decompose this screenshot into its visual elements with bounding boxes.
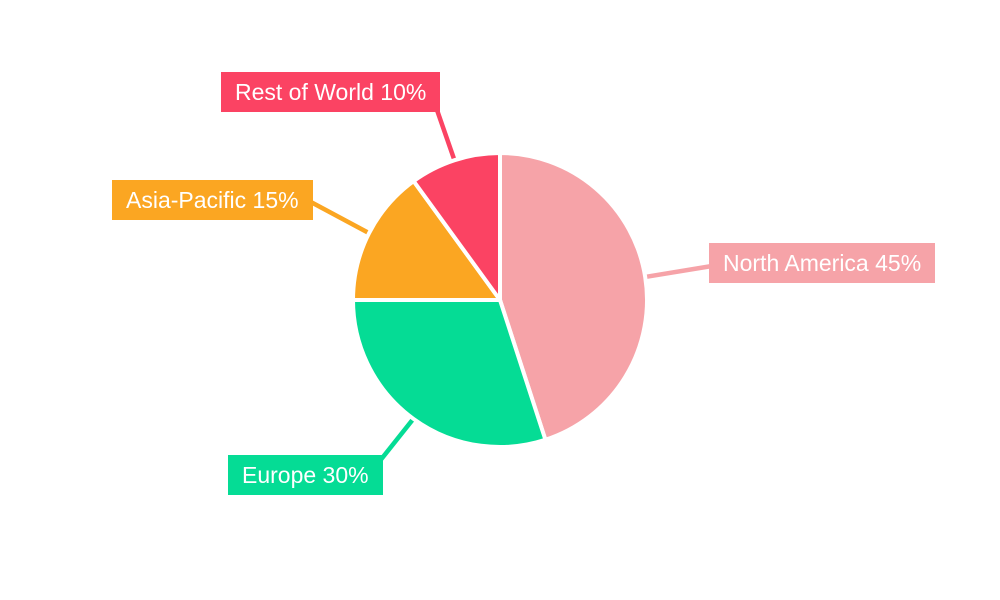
leader-line-north-america [638,263,713,281]
leader-line-rest-of-world [434,109,459,167]
pie-slice-europe[interactable] [351,298,548,449]
pie-slice-asia-pacific[interactable] [351,179,502,302]
pie-slice-north-america[interactable] [498,151,649,442]
leader-line-europe [377,412,419,464]
callout-label-rest-of-world: Rest of World 10% [221,72,441,112]
pie-slice-rest-of-world[interactable] [411,151,502,302]
leader-line-asia-pacific [307,199,376,238]
callout-label-north-america: North America 45% [709,243,936,283]
callout-label-europe: Europe 30% [228,455,383,495]
callout-label-asia-pacific: Asia-Pacific 15% [112,180,313,220]
